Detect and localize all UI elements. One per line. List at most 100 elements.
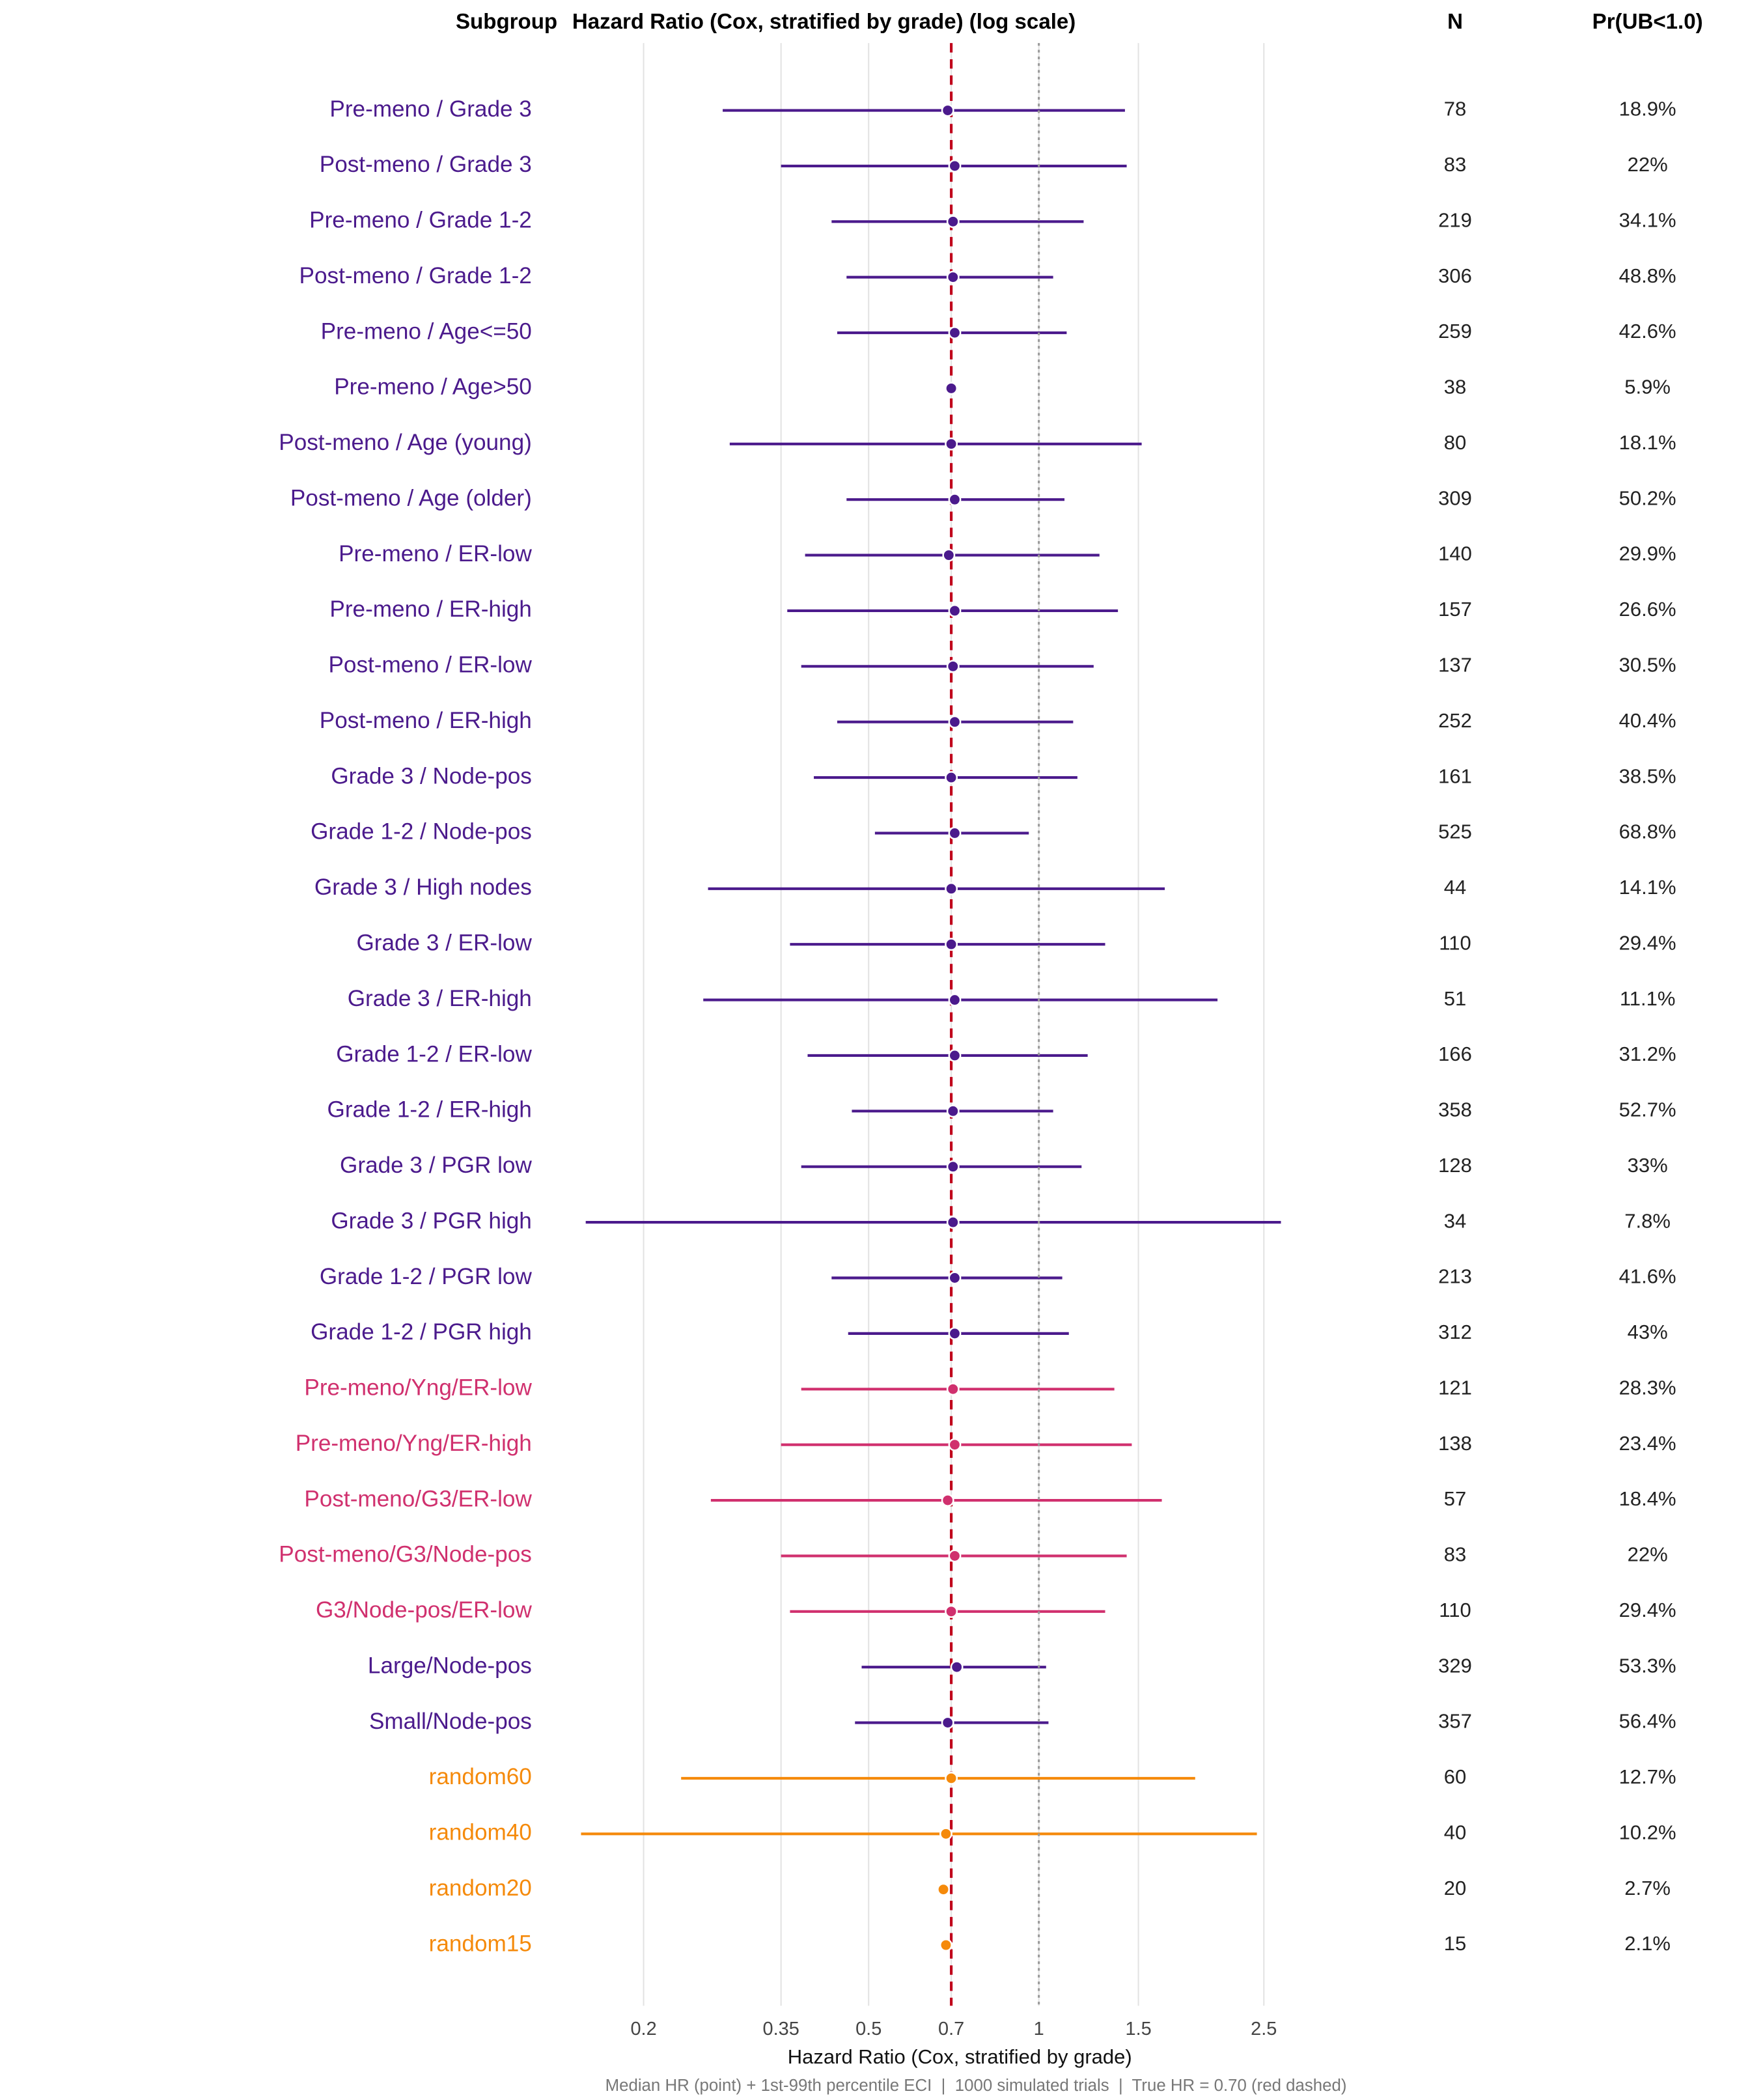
pr-value: 10.2% (1619, 1821, 1676, 1843)
point (948, 326, 962, 339)
pr-value: 12.7% (1619, 1765, 1676, 1788)
point (948, 1438, 962, 1451)
n-value: 161 (1438, 764, 1472, 787)
point (939, 1827, 952, 1841)
pr-value: 26.6% (1619, 598, 1676, 621)
subgroup-label: Post-meno / ER-low (329, 652, 533, 678)
pr-value: 30.5% (1619, 654, 1676, 677)
n-value: 312 (1438, 1321, 1472, 1343)
subgroup-label: Pre-meno / Grade 1-2 (309, 208, 532, 233)
n-value: 213 (1438, 1265, 1472, 1288)
subgroup-label: random20 (429, 1875, 532, 1901)
point (942, 548, 956, 562)
n-value: 15 (1444, 1932, 1466, 1955)
n-value: 219 (1438, 208, 1472, 231)
subgroup-label: Grade 3 / High nodes (314, 875, 532, 900)
chart-title: Hazard Ratio (Cox, stratified by grade) … (572, 10, 1076, 34)
pr-value: 41.6% (1619, 1265, 1676, 1288)
subgroup-label: Pre-meno / Grade 3 (329, 96, 531, 122)
pr-value: 7.8% (1624, 1209, 1671, 1232)
n-value: 329 (1438, 1654, 1472, 1677)
n-value: 20 (1444, 1877, 1466, 1899)
pr-value: 22% (1628, 153, 1668, 176)
subgroup-label: Pre-meno/Yng/ER-high (296, 1431, 532, 1456)
subgroup-label: Large/Node-pos (368, 1653, 532, 1678)
point (946, 215, 960, 229)
point (941, 104, 954, 117)
n-value: 252 (1438, 709, 1472, 732)
point (945, 938, 958, 951)
point (948, 1049, 962, 1062)
subgroup-label: Grade 1-2 / Node-pos (311, 819, 532, 845)
subgroup-label: Post-meno / Grade 1-2 (299, 263, 532, 288)
point (948, 1271, 962, 1285)
pr-value: 18.9% (1619, 98, 1676, 120)
subgroup-label: Grade 1-2 / ER-low (336, 1041, 532, 1067)
pr-value: 42.6% (1619, 320, 1676, 343)
x-axis-label: Hazard Ratio (Cox, stratified by grade) (788, 2045, 1132, 2068)
subgroup-label: Grade 3 / ER-high (348, 986, 532, 1011)
n-value: 357 (1438, 1710, 1472, 1733)
subgroup-label: Grade 1-2 / PGR high (311, 1319, 532, 1345)
pr-value: 43% (1628, 1321, 1668, 1343)
subgroup-label: Post-meno / Age (older) (290, 485, 532, 511)
n-value: 309 (1438, 486, 1472, 509)
n-value: 40 (1444, 1821, 1466, 1843)
subgroup-label: Grade 3 / Node-pos (331, 763, 532, 789)
point (946, 1382, 960, 1396)
x-tick-label: 1.5 (1125, 2019, 1151, 2039)
n-value: 110 (1439, 931, 1471, 954)
subgroup-label: Post-meno/G3/Node-pos (279, 1542, 532, 1567)
point (945, 1604, 958, 1618)
point (946, 660, 960, 673)
point (945, 1771, 958, 1785)
pr-value: 29.9% (1619, 542, 1676, 565)
point (948, 604, 962, 617)
x-tick-label: 0.5 (855, 2019, 882, 2039)
n-value: 138 (1438, 1432, 1472, 1455)
n-value: 44 (1444, 876, 1466, 899)
subgroup-label: Pre-meno / Age<=50 (321, 318, 532, 344)
n-header: N (1447, 10, 1463, 34)
n-value: 121 (1438, 1376, 1472, 1399)
pr-value: 23.4% (1619, 1432, 1676, 1455)
pr-value: 34.1% (1619, 208, 1676, 231)
n-value: 157 (1438, 598, 1472, 621)
pr-value: 29.4% (1619, 931, 1676, 954)
point (948, 493, 962, 507)
subgroup-label: Small/Node-pos (369, 1709, 532, 1734)
pr-value: 31.2% (1619, 1043, 1676, 1065)
point (945, 382, 958, 395)
pr-value: 68.8% (1619, 820, 1676, 843)
point (948, 715, 962, 729)
x-tick-label: 0.2 (630, 2019, 656, 2039)
pr-value: 11.1% (1620, 987, 1676, 1010)
pr-value: 2.1% (1624, 1932, 1671, 1955)
subgroup-label: random60 (429, 1764, 532, 1789)
n-value: 358 (1438, 1099, 1472, 1121)
subgroup-label: Grade 3 / PGR high (331, 1208, 531, 1233)
pr-value: 38.5% (1619, 764, 1676, 787)
subgroup-label: Post-meno / Age (young) (279, 430, 532, 455)
n-value: 83 (1444, 1543, 1466, 1566)
subgroup-label: random15 (429, 1931, 532, 1956)
point (946, 270, 960, 284)
x-tick-label: 1 (1034, 2019, 1044, 2039)
pr-value: 22% (1628, 1543, 1668, 1566)
subgroup-label: Pre-meno / Age>50 (334, 374, 532, 400)
n-value: 80 (1444, 431, 1466, 454)
n-value: 83 (1444, 153, 1466, 176)
point (946, 1216, 960, 1229)
point (941, 1716, 954, 1729)
pr-header: Pr(UB<1.0) (1592, 10, 1703, 34)
point (939, 1939, 952, 1952)
n-value: 306 (1438, 264, 1472, 287)
n-value: 140 (1438, 542, 1472, 565)
point (946, 1160, 960, 1173)
pr-value: 52.7% (1619, 1099, 1676, 1121)
subgroup-label: Post-meno / Grade 3 (320, 152, 532, 177)
pr-value: 48.8% (1619, 264, 1676, 287)
point (948, 993, 962, 1007)
n-value: 60 (1444, 1765, 1466, 1788)
